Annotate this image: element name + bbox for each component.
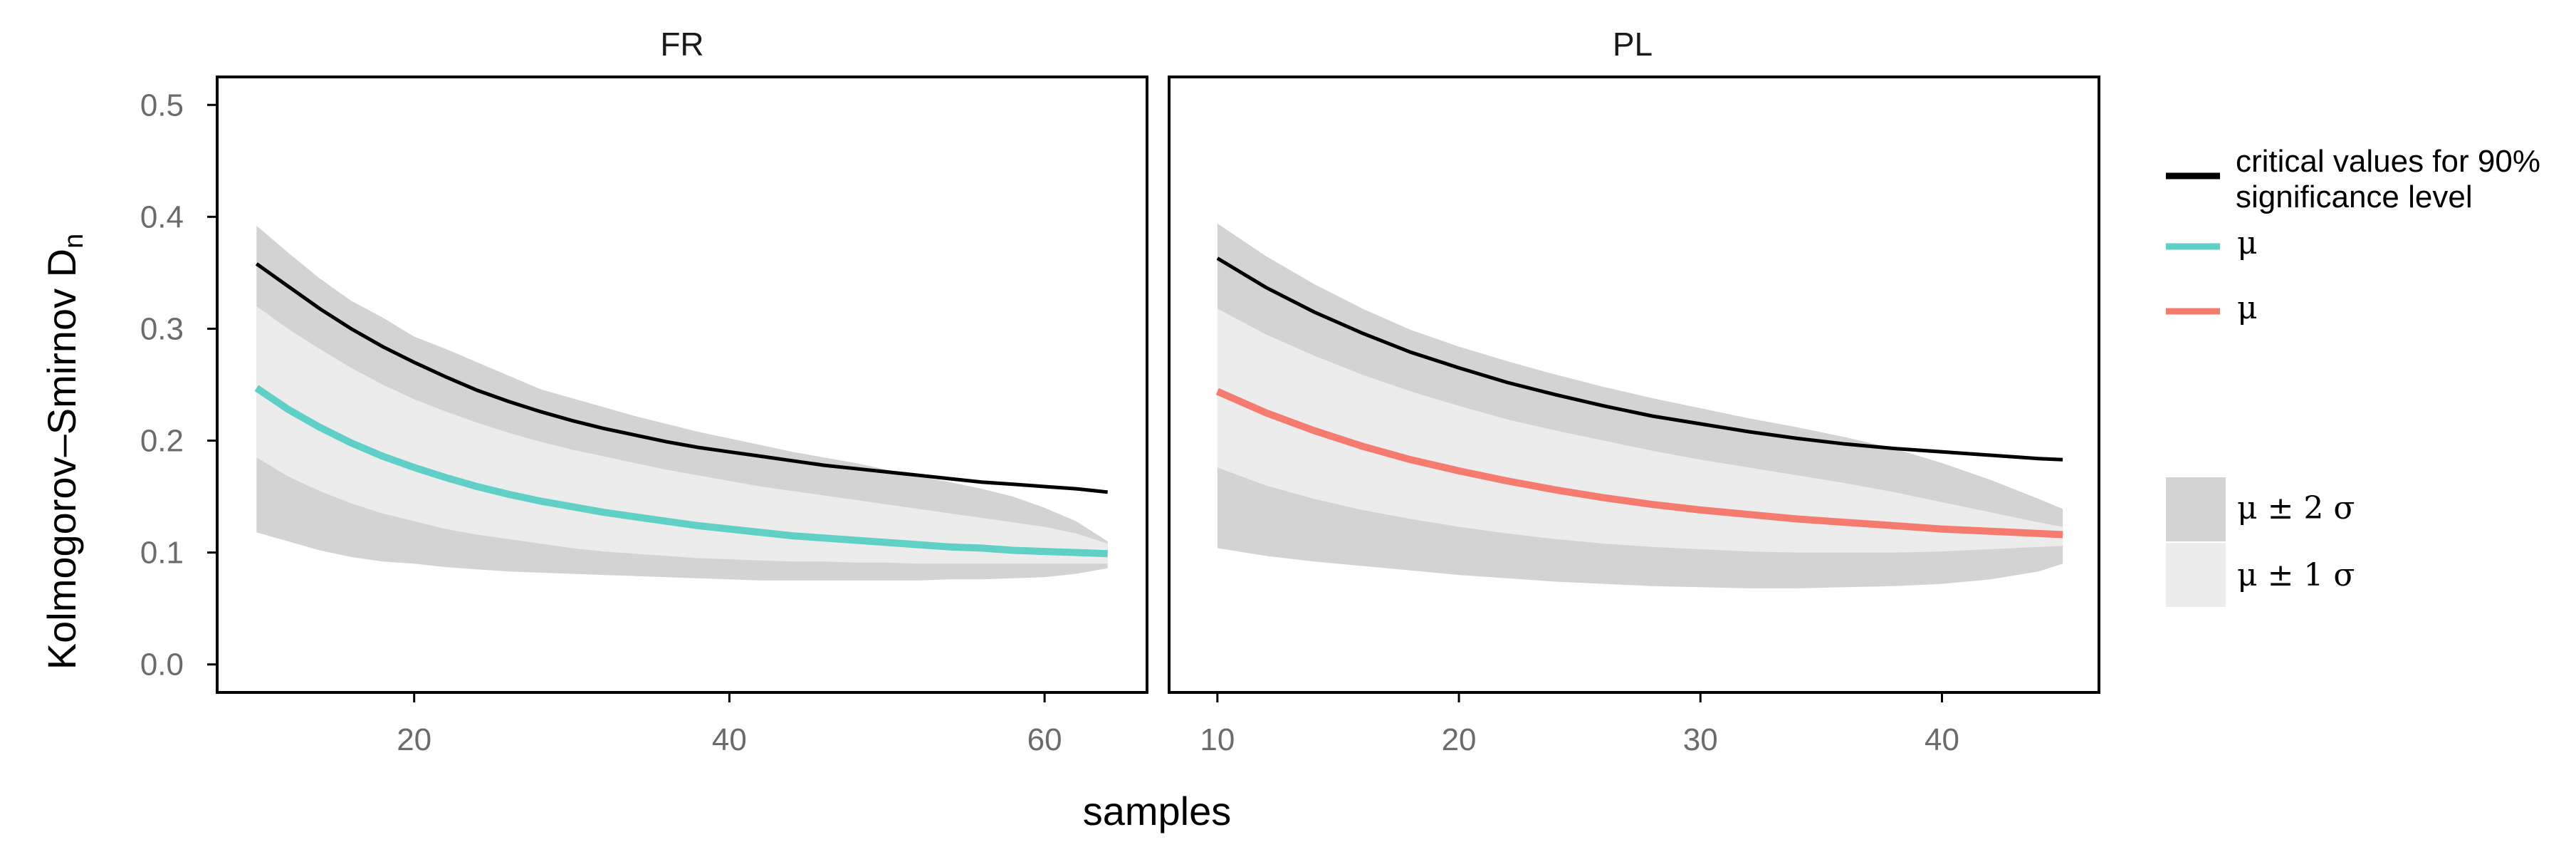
panel-pl: PL 10 20 30 40 [1168, 26, 2100, 757]
legend-mu-fr-label: μ [2237, 225, 2258, 261]
y-tick-label: 0.0 [140, 648, 184, 682]
y-tick-label: 0.5 [140, 88, 184, 123]
panel-pl-x-ticks: 10 20 30 40 [1200, 692, 1959, 757]
panel-fr-lines [254, 262, 1108, 558]
x-tick-label: 40 [1925, 722, 1959, 757]
panel-pl-bands [1217, 223, 2063, 588]
mean-line-pl [1215, 388, 2063, 539]
panel-fr-frame [216, 76, 1148, 694]
legend-band2-key [2166, 477, 2226, 541]
panel-fr: FR 20 40 60 [216, 26, 1148, 757]
legend-band1-label: μ ± 1 σ [2237, 557, 2355, 593]
mean-line-fr [254, 385, 1108, 558]
legend-band2-label: μ ± 2 σ [2237, 490, 2355, 526]
x-axis-title: samples [1083, 789, 1232, 833]
y-tick-label: 0.1 [140, 536, 184, 571]
y-axis-title-subscript: n [59, 234, 89, 249]
x-tick-label: 20 [1442, 722, 1477, 757]
panel-title-pl: PL [1613, 26, 1653, 63]
panel-fr-x-ticks: 20 40 60 [397, 692, 1062, 757]
band-1sigma-fr [256, 306, 1108, 564]
y-axis-title-main: Kolmogorov–Smirnov D [39, 249, 84, 670]
legend: critical values for 90% significance lev… [2166, 144, 2540, 607]
x-tick-label: 40 [712, 722, 747, 757]
legend-mu-pl-label: μ [2237, 290, 2258, 326]
y-ticks: 0.0 0.1 0.2 0.3 0.4 0.5 [140, 88, 217, 682]
legend-critical-label: critical values for 90% [2236, 144, 2540, 179]
legend-critical-label-line2: significance level [2236, 180, 2473, 214]
x-tick-label: 20 [397, 722, 431, 757]
x-tick-label: 10 [1200, 722, 1235, 757]
panel-title-fr: FR [660, 26, 703, 63]
y-tick-label: 0.2 [140, 424, 184, 459]
critical-line-fr [255, 262, 1108, 494]
panel-pl-lines [1215, 256, 2063, 539]
x-tick-label: 60 [1027, 722, 1062, 757]
y-tick-label: 0.3 [140, 311, 184, 346]
legend-band1-key [2166, 543, 2226, 607]
x-tick-label: 30 [1683, 722, 1718, 757]
critical-line-pl [1216, 256, 2063, 462]
y-tick-label: 0.4 [140, 199, 184, 234]
panel-pl-frame [1168, 76, 2100, 694]
panel-fr-bands [256, 225, 1108, 581]
band-1sigma-pl [1217, 308, 2063, 553]
y-axis-title: Kolmogorov–Smirnov Dn [39, 234, 89, 670]
